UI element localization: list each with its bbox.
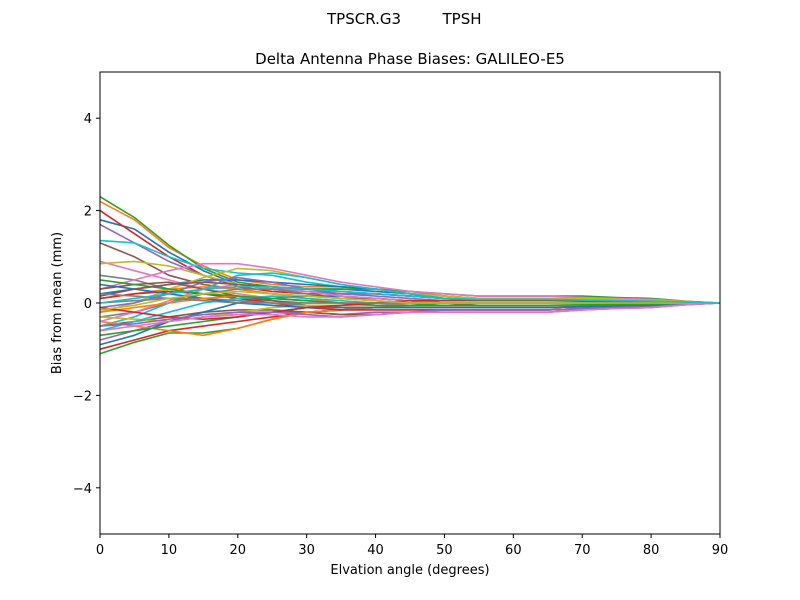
x-tick-label: 80 <box>643 543 660 558</box>
header-radome: TPSH <box>441 10 481 28</box>
x-tick-label: 40 <box>367 543 384 558</box>
x-tick-label: 90 <box>712 543 729 558</box>
y-tick-label: −4 <box>73 482 92 497</box>
x-tick-label: 0 <box>96 543 104 558</box>
ticks-layer: 0 10 20 30 40 50 60 70 80 90 −4 −2 0 2 4 <box>73 112 728 558</box>
series-line-17 <box>99 262 721 304</box>
y-tick-label: 4 <box>84 112 92 127</box>
x-tick-label: 30 <box>298 543 315 558</box>
header-station: TPSCR.G3 <box>326 10 401 28</box>
series-line-4 <box>99 209 721 304</box>
x-axis-label: Elvation angle (degrees) <box>330 563 489 578</box>
y-tick-label: −2 <box>73 389 92 404</box>
y-tick-label: 2 <box>84 205 92 220</box>
x-tick-label: 70 <box>574 543 591 558</box>
series-line-37 <box>99 302 721 332</box>
series-line-39 <box>99 290 720 311</box>
plot-frame <box>99 71 721 535</box>
y-tick-label: 0 <box>84 297 92 312</box>
x-tick-label: 50 <box>436 543 453 558</box>
series-layer <box>99 196 721 355</box>
x-tick-label: 10 <box>161 543 178 558</box>
chart-title: Delta Antenna Phase Biases: GALILEO-E5 <box>255 50 565 68</box>
series-line-40 <box>99 285 721 304</box>
y-axis-label: Bias from mean (mm) <box>50 232 65 374</box>
x-tick-label: 20 <box>230 543 247 558</box>
x-tick-label: 60 <box>505 543 522 558</box>
